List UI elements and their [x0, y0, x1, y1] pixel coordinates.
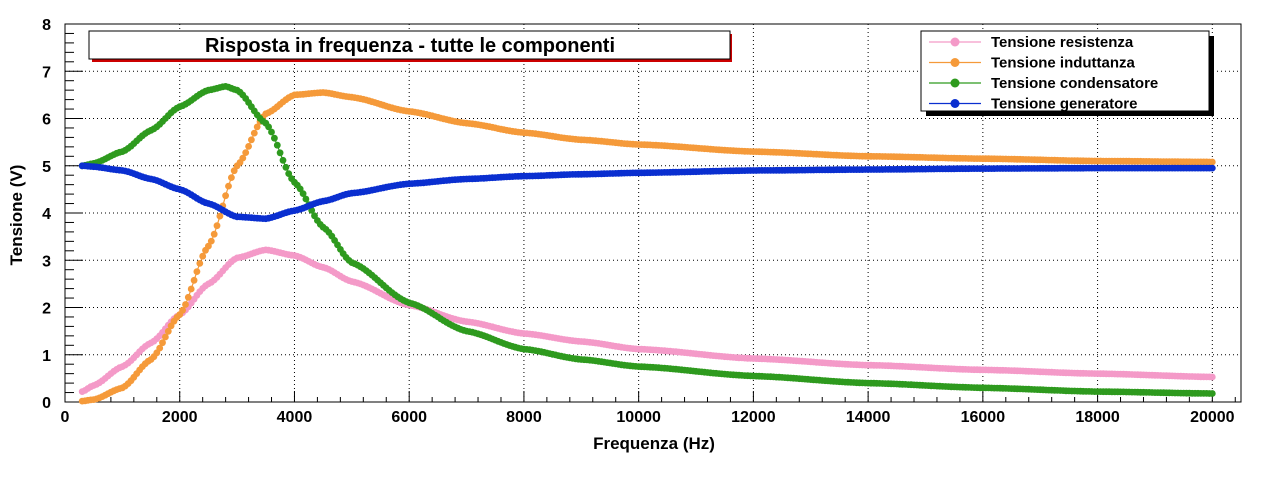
legend-label: Tensione generatore [991, 96, 1137, 113]
legend-swatch-marker [950, 99, 960, 108]
data-point [199, 252, 207, 260]
data-point [250, 129, 258, 137]
y-axis-title: Tensione (V) [7, 165, 26, 266]
x-tick-label: 12000 [731, 409, 776, 426]
y-tick-label: 8 [42, 17, 51, 34]
data-point [248, 136, 255, 144]
x-tick-label: 20000 [1190, 409, 1235, 426]
data-point [239, 154, 247, 162]
data-point [1208, 373, 1216, 381]
series-tensione-induttanza [78, 89, 1216, 405]
data-point [207, 237, 215, 245]
data-point [225, 182, 232, 190]
data-point [213, 222, 221, 230]
legend-entry: Tensione generatore [929, 96, 1137, 113]
series-tensione-condensatore [78, 83, 1216, 397]
data-point [228, 174, 235, 182]
x-tick-label: 8000 [506, 409, 542, 426]
data-point [285, 170, 293, 178]
legend-label: Tensione induttanza [991, 55, 1136, 72]
data-point [268, 128, 275, 136]
data-point [282, 163, 290, 171]
x-tick-label: 2000 [162, 409, 198, 426]
legend-swatch-marker [950, 58, 960, 67]
data-point [179, 306, 187, 314]
legend-entry: Tensione induttanza [929, 55, 1136, 72]
chart-title: Risposta in frequenza - tutte le compone… [205, 35, 615, 57]
x-tick-label: 16000 [961, 409, 1006, 426]
data-point [245, 143, 253, 150]
legend-label: Tensione condensatore [991, 75, 1158, 92]
data-point [190, 276, 198, 284]
series-tensione-generatore [78, 162, 1216, 223]
x-tick-label: 10000 [616, 409, 661, 426]
x-tick-label: 0 [61, 409, 70, 426]
data-point [1208, 390, 1216, 397]
legend-entry: Tensione resistenza [929, 34, 1134, 51]
legend-entry: Tensione condensatore [929, 75, 1158, 92]
data-point [299, 190, 307, 198]
y-tick-label: 0 [42, 395, 51, 412]
x-tick-label: 4000 [277, 409, 313, 426]
y-tick-label: 3 [42, 253, 51, 270]
y-tick-label: 6 [42, 112, 51, 129]
y-tick-label: 2 [42, 301, 51, 318]
series-tensione-resistenza [78, 246, 1216, 395]
legend: Tensione resistenza Tensione induttanza Te… [920, 30, 1214, 116]
data-point [162, 333, 169, 341]
data-point [271, 134, 278, 142]
data-point [193, 268, 201, 275]
data-point [210, 230, 218, 238]
data-point [205, 242, 212, 250]
y-tick-label: 4 [42, 206, 51, 223]
data-point [187, 285, 195, 293]
y-tick-label: 1 [42, 348, 51, 365]
y-tick-label: 5 [42, 159, 51, 176]
data-point [216, 212, 224, 220]
data-point [182, 301, 189, 308]
data-point [156, 344, 164, 352]
data-point [184, 293, 192, 301]
series-group [78, 83, 1216, 405]
data-point [1208, 158, 1216, 166]
data-point [279, 156, 287, 164]
y-tick-label: 7 [42, 64, 51, 81]
legend-swatch-marker [950, 78, 960, 88]
data-point [196, 260, 204, 267]
data-point [273, 141, 281, 149]
data-point [164, 327, 172, 335]
data-point [276, 149, 284, 157]
data-point [230, 167, 238, 175]
x-tick-label: 6000 [391, 409, 427, 426]
legend-swatch-marker [950, 37, 960, 47]
data-point [253, 123, 261, 131]
data-point [242, 149, 250, 157]
x-axis-title: Frequenza (Hz) [593, 434, 715, 453]
x-tick-label: 14000 [846, 409, 891, 426]
data-point [159, 339, 166, 347]
x-tick-label: 18000 [1075, 409, 1120, 426]
axes: 0 2000 4000 6000 8000 10000 12000 14000 16000 180… [42, 17, 1242, 426]
chart-title-box: Risposta in frequenza - tutte le compone… [88, 30, 732, 62]
data-point [1208, 164, 1216, 172]
data-point [302, 195, 310, 203]
data-point [265, 123, 272, 131]
data-point [222, 192, 230, 200]
legend-label: Tensione resistenza [991, 34, 1134, 51]
